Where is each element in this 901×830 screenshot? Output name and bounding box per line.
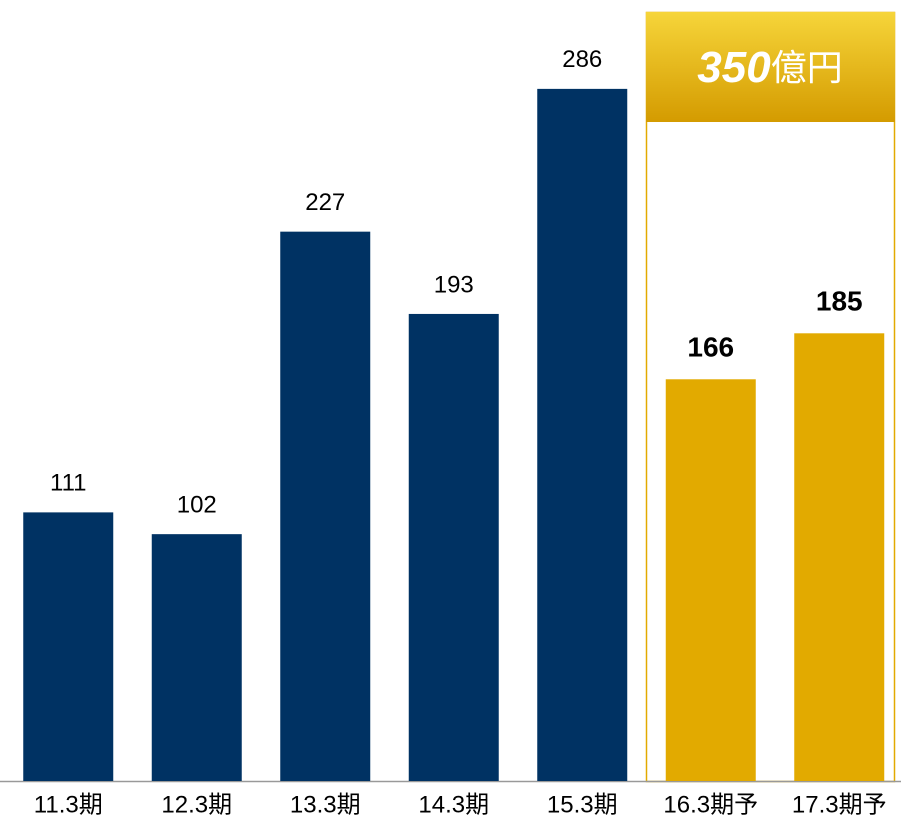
value-label: 286 <box>562 46 602 73</box>
x-tick-label: 16.3期予 <box>663 791 758 818</box>
bar <box>23 512 114 781</box>
x-tick-label: 15.3期 <box>547 791 618 818</box>
bar <box>537 88 628 781</box>
x-tick-label: 11.3期 <box>34 791 103 818</box>
bar <box>794 333 885 781</box>
bar <box>665 379 756 781</box>
value-label: 185 <box>816 286 863 317</box>
bar <box>280 231 371 781</box>
value-label: 102 <box>177 492 217 519</box>
bar <box>151 534 242 781</box>
annotation-unit: 億円 <box>771 47 843 88</box>
annotation-number: 350 <box>697 43 771 92</box>
annotation: 350億円 <box>697 43 842 92</box>
x-tick-label: 13.3期 <box>290 791 361 818</box>
bar <box>408 313 499 781</box>
x-tick-label: 17.3期予 <box>792 791 887 818</box>
x-tick-label: 12.3期 <box>161 791 232 818</box>
value-label: 111 <box>50 470 86 497</box>
value-label: 227 <box>305 189 345 216</box>
x-tick-label: 14.3期 <box>418 791 489 818</box>
highlight-header <box>646 12 895 122</box>
value-label: 193 <box>434 271 474 298</box>
value-label: 166 <box>687 332 734 363</box>
